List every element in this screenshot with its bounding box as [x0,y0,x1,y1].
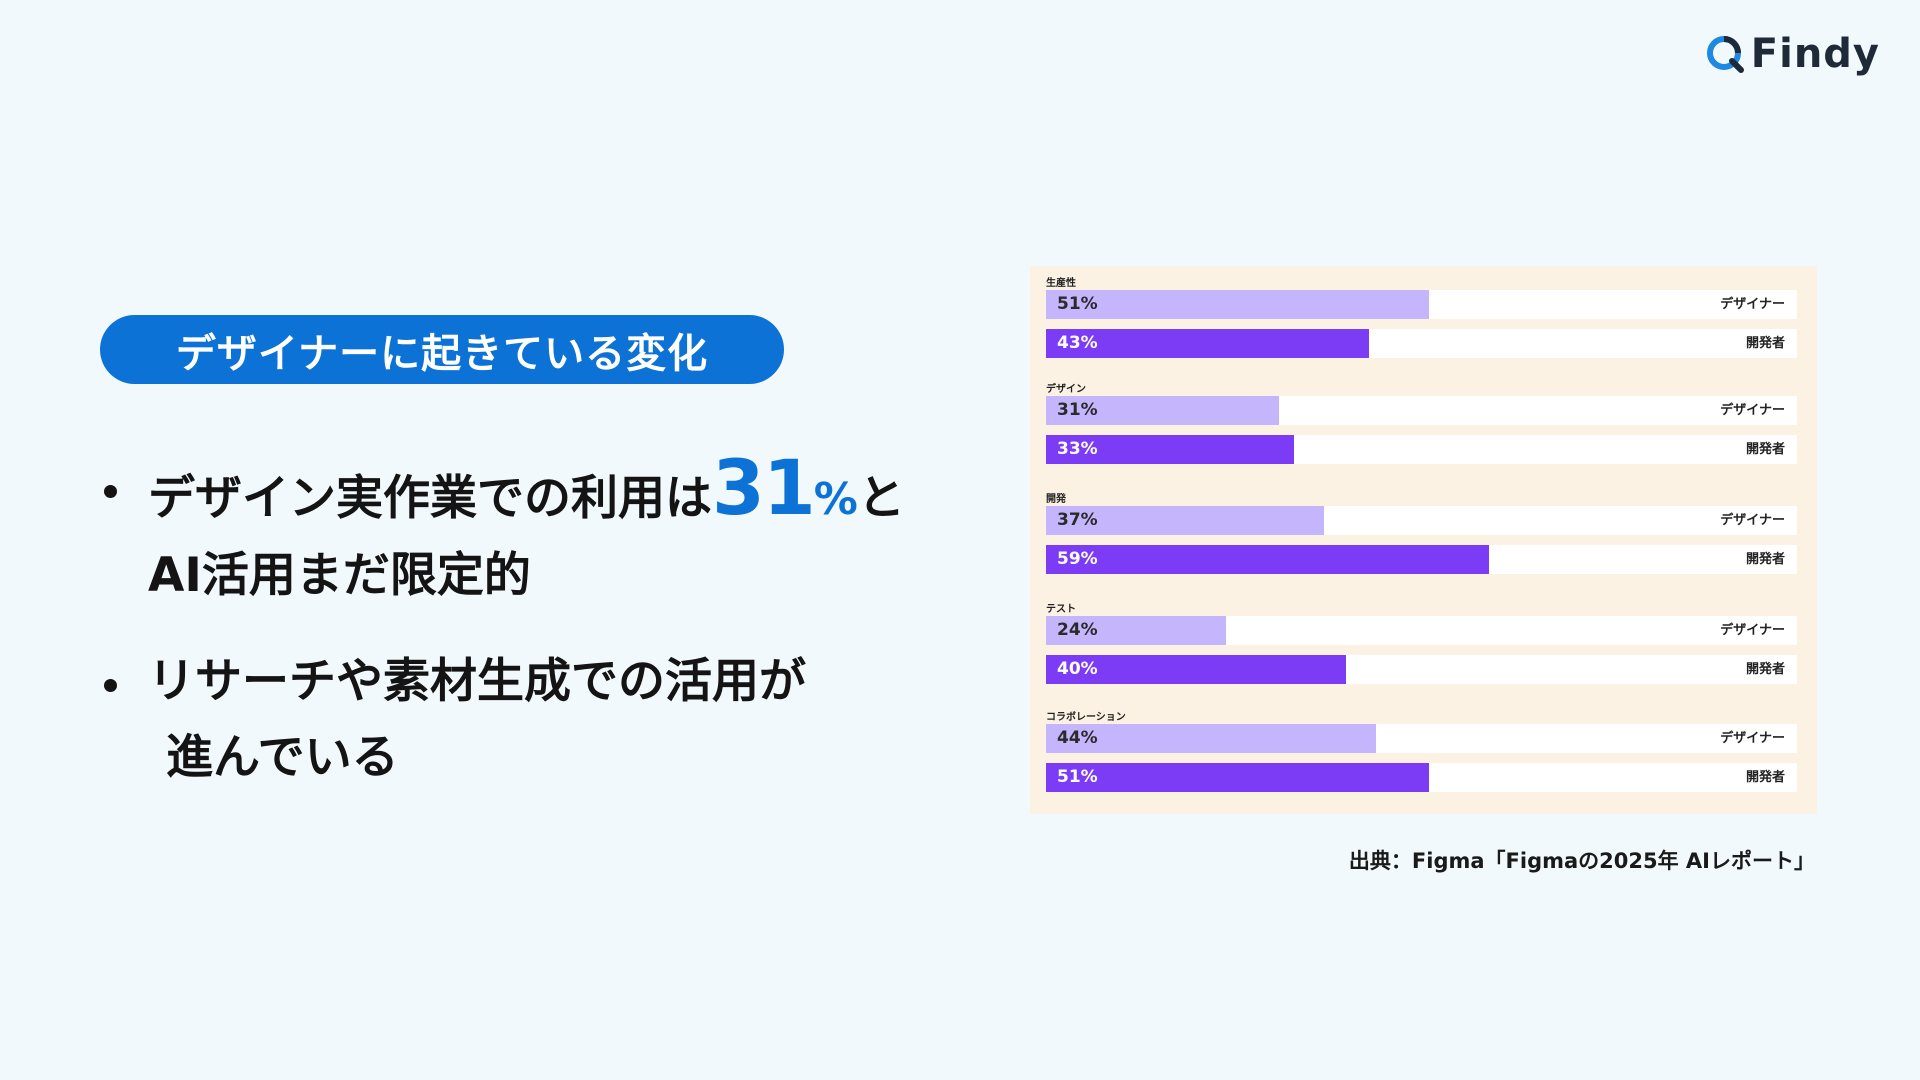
category-label: コラボレーション [1046,712,1126,723]
bar-track: 31% デザイナー [1046,396,1797,425]
bar-track: 59% 開発者 [1046,545,1797,574]
series-label: 開発者 [1745,336,1785,351]
series-label: デザイナー [1720,403,1785,418]
bar-designer [1046,724,1377,753]
series-label: デザイナー [1720,297,1785,312]
bar-value-label: 37% [1057,510,1098,530]
bar-developer [1046,655,1347,684]
bar-track: 24% デザイナー [1046,616,1797,645]
bar-value-label: 24% [1057,620,1098,640]
bar-developer [1046,763,1429,792]
bar-developer [1046,545,1490,574]
bar-value-label: 44% [1057,728,1098,748]
bar-track: 51% 開発者 [1046,763,1797,792]
section-pill-title: デザイナーに起きている変化 [100,315,784,384]
category-label: 生産性 [1046,278,1076,289]
bar-track: 40% 開発者 [1046,655,1797,684]
bullet-1-line2: AI活用まだ限定的 [148,548,531,603]
series-label: デザイナー [1720,623,1785,638]
logo-text: Findy [1750,31,1880,77]
bullet-2-line1: リサーチや素材生成での活用が [148,654,806,709]
highlight-number: 31 [712,443,816,532]
bar-track: 37% デザイナー [1046,506,1797,535]
series-label: 開発者 [1745,442,1785,457]
bar-value-label: 51% [1057,767,1098,787]
findy-logo: Findy [1705,34,1880,74]
bar-designer [1046,290,1429,319]
series-label: 開発者 [1745,662,1785,677]
bar-value-label: 40% [1057,659,1098,679]
survey-bar-chart: 生産性 51% デザイナー 43% 開発者 デザイン 31% デザイナー 33% 開発者 開発 37%… [1030,266,1817,814]
category-label: 開発 [1046,494,1066,505]
bullet-list: デザイン実作業での利用は31%と AI活用まだ限定的 リサーチや素材生成での活用… [100,450,960,796]
bar-value-label: 51% [1057,294,1098,314]
category-label: デザイン [1046,384,1086,395]
bar-designer [1046,506,1324,535]
bar-track: 44% デザイナー [1046,724,1797,753]
series-label: 開発者 [1745,770,1785,785]
bar-value-label: 33% [1057,439,1098,459]
bar-value-label: 31% [1057,400,1098,420]
bar-track: 51% デザイナー [1046,290,1797,319]
series-label: 開発者 [1745,552,1785,567]
bar-value-label: 43% [1057,333,1098,353]
findy-logo-icon [1706,36,1744,73]
bullet-2-line2: 進んでいる [166,730,399,785]
bar-value-label: 59% [1057,549,1098,569]
bar-designer [1046,396,1279,425]
series-label: デザイナー [1720,731,1785,746]
bar-developer [1046,435,1294,464]
bar-track: 33% 開発者 [1046,435,1797,464]
bullet-1-prefix: デザイン実作業での利用は [148,471,712,526]
highlight-percent: % [813,474,858,525]
bullet-item-2: リサーチや素材生成での活用が 進んでいる [100,644,960,796]
bar-designer [1046,616,1227,645]
bullet-1-suffix: と [857,471,905,526]
bar-developer [1046,329,1369,358]
bullet-item-1: デザイン実作業での利用は31%と AI活用まだ限定的 [100,450,960,614]
bar-track: 43% 開発者 [1046,329,1797,358]
source-citation: 出典：Figma「Figmaの2025年 AIレポート」 [1348,849,1815,873]
category-label: テスト [1046,604,1076,615]
series-label: デザイナー [1720,513,1785,528]
